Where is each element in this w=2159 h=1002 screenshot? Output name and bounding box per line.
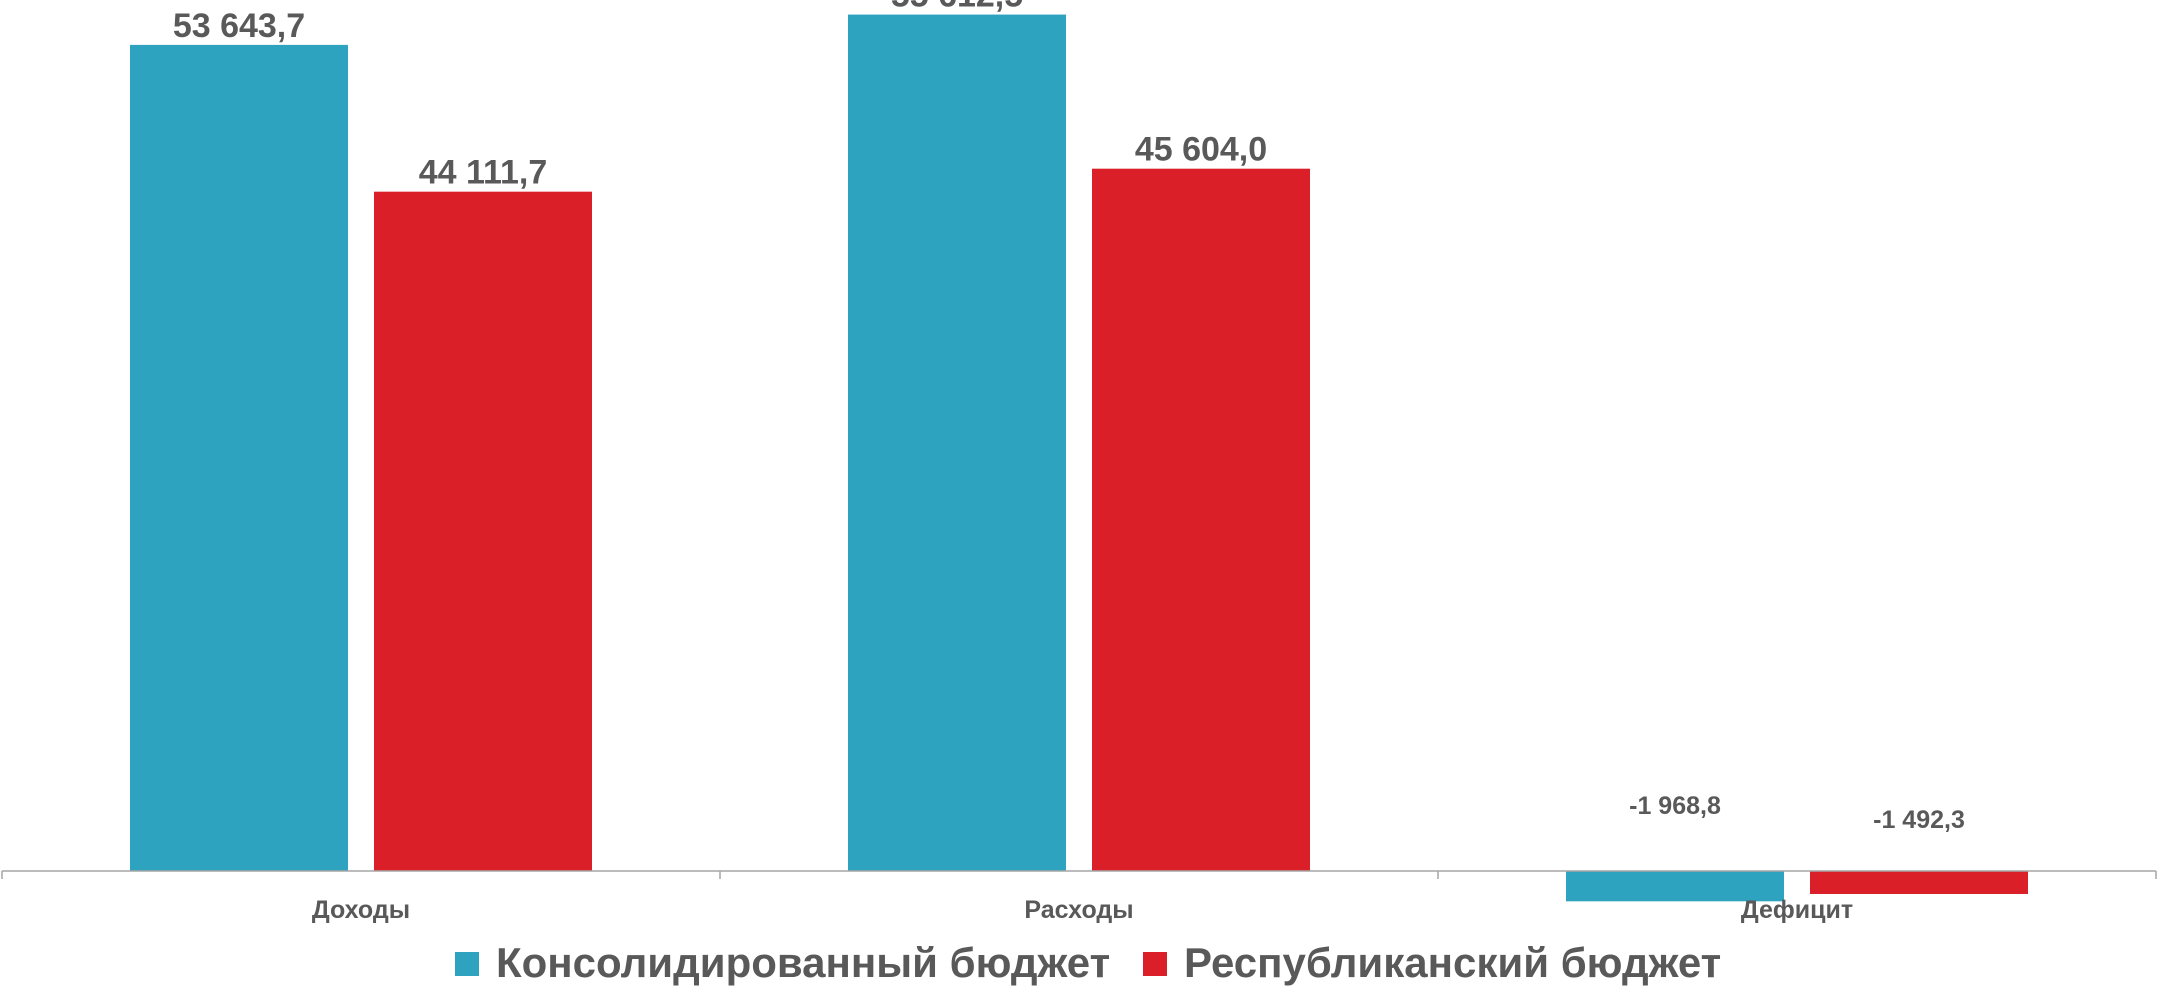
data-label: -1 968,8 <box>1629 792 1721 820</box>
legend-label: Республиканский бюджет <box>1184 939 1721 986</box>
data-label: 53 643,7 <box>173 7 305 45</box>
x-axis: Доходы Расходы Дефицит <box>1 870 2157 924</box>
x-tick-label: Дефицит <box>1741 896 1853 924</box>
bar-consolidated-3 <box>1566 871 1784 902</box>
data-label: -1 492,3 <box>1873 806 1965 834</box>
bar-consolidated-1 <box>130 44 348 871</box>
data-label: 44 111,7 <box>419 154 548 192</box>
legend-label: Консолидированный бюджет <box>496 939 1110 986</box>
legend-swatch <box>1143 952 1167 976</box>
data-label: 55 612,5 <box>891 0 1023 15</box>
bar-consolidated-2 <box>848 14 1066 871</box>
data-labels-layer: 53 643,7 44 111,7 55 612,5 45 604,0 -1 968,8… <box>173 0 1965 834</box>
legend-swatch <box>455 952 479 976</box>
legend: Консолидированный бюджет Республиканский … <box>455 939 1721 986</box>
bars-layer <box>130 14 2028 902</box>
bar-republican-1 <box>374 191 592 872</box>
x-tick-label: Расходы <box>1024 896 1133 924</box>
data-label: 45 604,0 <box>1135 131 1267 169</box>
x-tick-label: Доходы <box>312 896 410 924</box>
bar-republican-2 <box>1092 168 1310 872</box>
bar-republican-3 <box>1810 871 2028 894</box>
